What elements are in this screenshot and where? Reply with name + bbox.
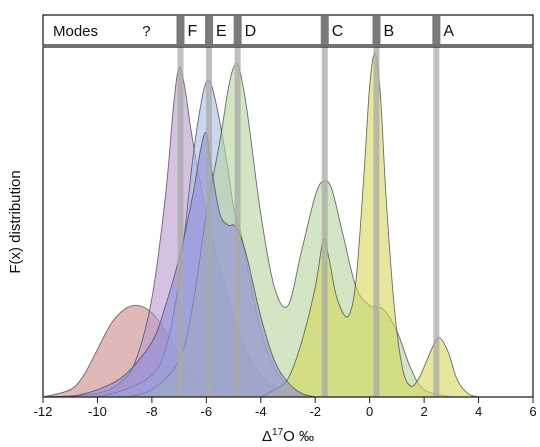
modes-title: Modes bbox=[53, 23, 98, 40]
mode-label-d: D bbox=[245, 23, 257, 40]
mode-marker-a bbox=[432, 16, 441, 44]
y-axis-title: F(x) distribution bbox=[7, 170, 24, 273]
x-tick-label: 0 bbox=[366, 404, 373, 419]
mode-marker-e bbox=[205, 16, 214, 44]
x-tick-label: -8 bbox=[146, 404, 158, 419]
x-axis-title: Δ17O ‰ bbox=[262, 427, 314, 445]
mode-marker-b bbox=[372, 16, 381, 44]
mode-lines bbox=[177, 47, 440, 397]
mode-marker-d bbox=[233, 16, 242, 44]
modes-header: Modes ? F E D C B A bbox=[42, 14, 534, 46]
x-tick-label: -4 bbox=[255, 404, 267, 419]
density-curves bbox=[42, 52, 479, 398]
x-tick-label: -10 bbox=[88, 404, 107, 419]
density-series-6 bbox=[70, 132, 316, 398]
mode-label-a: A bbox=[443, 23, 454, 40]
unknown-mode-label: ? bbox=[142, 23, 150, 40]
plot-frame bbox=[42, 46, 534, 398]
mode-marker-f bbox=[176, 16, 185, 44]
x-axis-title-delta: Δ bbox=[262, 428, 272, 445]
x-axis: -12 -10 -8 -6 -4 -2 0 2 4 6 bbox=[34, 397, 537, 419]
x-tick-label: -2 bbox=[309, 404, 321, 419]
modes-header-box bbox=[42, 14, 534, 46]
mode-marker-c bbox=[320, 16, 329, 44]
x-axis-title-rest: O ‰ bbox=[283, 428, 314, 445]
mode-label-b: B bbox=[383, 23, 394, 40]
x-tick-label: 2 bbox=[420, 404, 427, 419]
x-tick-label: 4 bbox=[475, 404, 482, 419]
mode-label-c: C bbox=[332, 23, 344, 40]
mode-label-e: E bbox=[216, 23, 227, 40]
x-tick-label: -6 bbox=[201, 404, 213, 419]
x-axis-title-superscript: 17 bbox=[272, 427, 284, 438]
mode-label-f: F bbox=[187, 23, 197, 40]
x-tick-label: -12 bbox=[34, 404, 53, 419]
x-tick-label: 6 bbox=[529, 404, 536, 419]
